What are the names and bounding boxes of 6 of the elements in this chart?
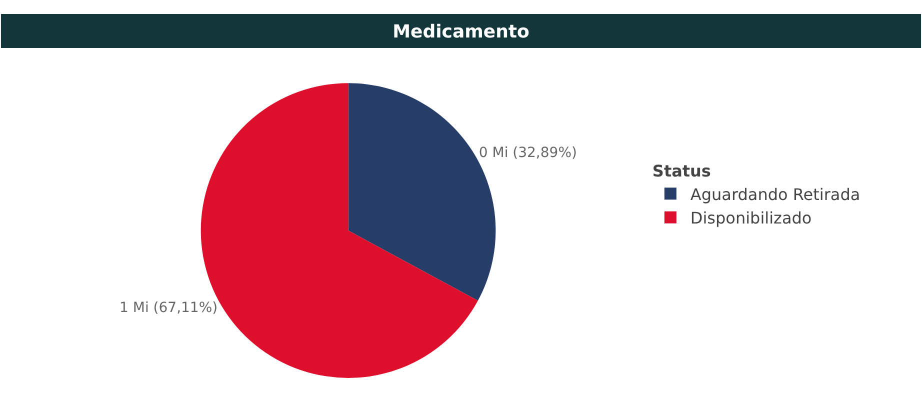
legend-label: Aguardando Retirada: [690, 184, 860, 204]
chart-title: Medicamento: [392, 21, 530, 42]
data-label: 1 Mi (67,11%): [120, 300, 218, 316]
legend-label: Disponibilizado: [690, 208, 812, 228]
legend-title: Status: [652, 162, 711, 181]
data-label: 0 Mi (32,89%): [478, 144, 577, 161]
